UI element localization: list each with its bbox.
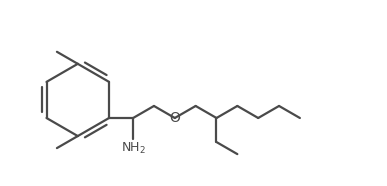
Text: NH$_2$: NH$_2$	[121, 141, 146, 156]
Text: O: O	[170, 111, 180, 125]
